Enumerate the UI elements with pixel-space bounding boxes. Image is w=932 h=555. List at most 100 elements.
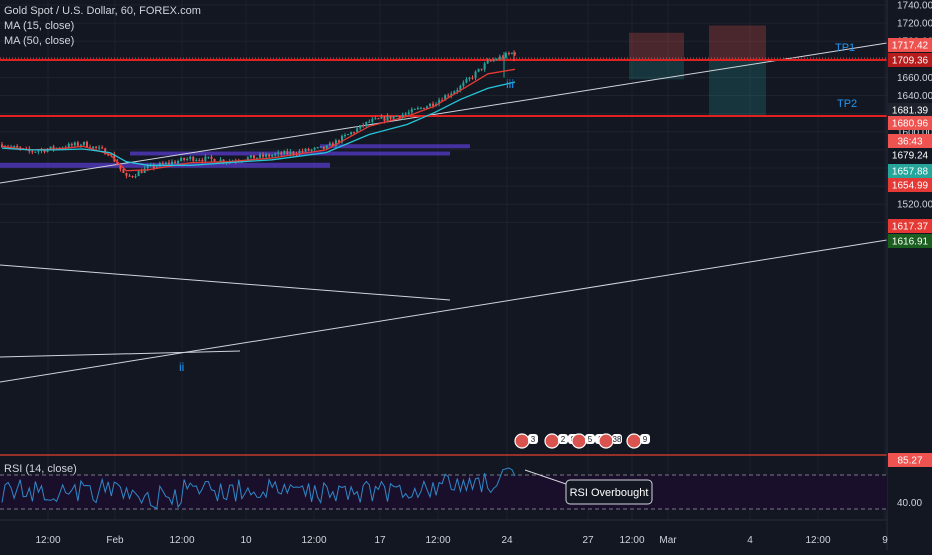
candle xyxy=(413,108,416,110)
candle-body xyxy=(340,135,343,143)
candle-body xyxy=(325,145,328,149)
candle-body xyxy=(347,134,350,136)
candle-body xyxy=(471,77,474,79)
price-axis-label: 1520.00 xyxy=(897,200,932,211)
candle xyxy=(510,52,513,55)
price-badge: 36:43 xyxy=(888,134,932,148)
event-count: 2 xyxy=(561,435,566,444)
candle-body xyxy=(183,157,186,160)
candle-body xyxy=(186,158,189,160)
candle-body xyxy=(131,176,134,178)
candle xyxy=(344,133,347,138)
candle-body xyxy=(377,118,380,120)
candle xyxy=(468,76,471,82)
price-badge: 1679.24 xyxy=(888,148,932,162)
candle xyxy=(164,161,167,165)
candle xyxy=(16,144,19,148)
candle-body xyxy=(504,53,507,58)
event-flag-icon xyxy=(514,433,530,449)
candle-body xyxy=(362,125,365,127)
event-count-box xyxy=(585,434,595,444)
price-badge-bg xyxy=(888,178,932,192)
candle xyxy=(407,109,410,116)
event-flag-icon xyxy=(626,433,642,449)
candle xyxy=(374,115,377,120)
candle xyxy=(371,116,374,124)
candle-body xyxy=(492,59,495,61)
candle-body xyxy=(501,56,504,58)
price-badge: 1657.88 xyxy=(888,164,932,178)
event-count: 3 xyxy=(531,435,536,444)
candle xyxy=(389,115,392,121)
rsi-annotation: RSI Overbought xyxy=(565,479,653,505)
chart-legend: Gold Spot / U.S. Dollar, 60, FOREX.com M… xyxy=(4,4,201,49)
candle xyxy=(113,151,116,163)
candle xyxy=(192,156,195,163)
price-badge-text: 1717.42 xyxy=(892,41,929,52)
event-count: 38 xyxy=(613,435,622,444)
candle-body xyxy=(331,143,334,146)
price-axis-label: 1660.00 xyxy=(897,73,932,84)
candle-body xyxy=(98,147,101,149)
tp-label-1: TP1 xyxy=(835,42,855,54)
candle xyxy=(331,141,334,147)
candle xyxy=(353,131,356,135)
candle-body xyxy=(507,53,510,55)
rsi-line xyxy=(1,467,516,510)
candle xyxy=(404,111,407,116)
candle-body xyxy=(425,106,428,109)
candle-body xyxy=(368,121,371,123)
candle-body xyxy=(328,143,331,146)
event-badge: 38 xyxy=(598,433,622,449)
candle-body xyxy=(374,118,377,120)
event-badge: 9 xyxy=(626,433,650,449)
candle xyxy=(31,150,34,155)
candle xyxy=(422,107,425,110)
candle-body xyxy=(489,60,492,62)
rsi-axis-label: 40.00 xyxy=(897,498,922,509)
candle-body xyxy=(67,143,70,148)
annotation-text: RSI Overbought xyxy=(570,487,649,499)
candle-body xyxy=(438,100,441,105)
candle xyxy=(401,112,404,120)
price-badge-bg xyxy=(888,53,932,67)
rsi-legend: RSI (14, close) xyxy=(4,463,77,475)
candle xyxy=(301,148,304,154)
candle-body xyxy=(201,160,204,162)
candle-body xyxy=(122,169,125,174)
candle xyxy=(474,70,477,81)
symbol-title: Gold Spot / U.S. Dollar, 60, FOREX.com xyxy=(4,5,201,17)
candle-body xyxy=(274,153,277,156)
candle-body xyxy=(474,71,477,78)
wave-label-iii: iii xyxy=(506,77,514,91)
candle-body xyxy=(52,146,55,150)
candle-body xyxy=(177,161,180,164)
price-badge-bg xyxy=(888,164,932,178)
candle xyxy=(274,152,277,158)
candle-body xyxy=(246,157,249,161)
candle-body xyxy=(146,165,149,169)
candle-body xyxy=(432,103,435,106)
price-axis-label: 1640.00 xyxy=(897,91,932,102)
price-badge-bg xyxy=(888,219,932,233)
rsi-badge-bg xyxy=(888,453,932,467)
candle xyxy=(495,58,498,61)
candle xyxy=(395,115,398,118)
time-axis-label: Feb xyxy=(106,535,124,546)
candle-body xyxy=(174,161,177,164)
stop-zone xyxy=(629,32,684,59)
time-axis-label: 12:00 xyxy=(301,535,326,546)
price-badge-text: 1654.99 xyxy=(892,181,929,192)
candle-body xyxy=(34,151,37,153)
candle-body xyxy=(453,91,456,94)
candle xyxy=(307,147,310,152)
event-count-box xyxy=(528,434,538,444)
candle xyxy=(76,140,79,147)
candle-body xyxy=(107,154,110,156)
candle-body xyxy=(450,93,453,96)
candle-body xyxy=(119,165,122,170)
price-badge-bg xyxy=(888,38,932,52)
